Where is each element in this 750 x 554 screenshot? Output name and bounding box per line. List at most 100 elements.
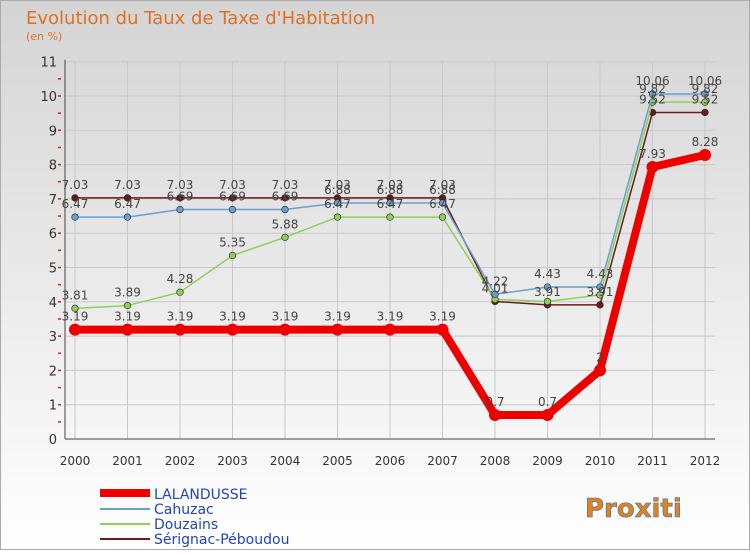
series-group (69, 90, 711, 421)
data-label-douzains-2004: 5.88 (272, 217, 299, 231)
point-lalandusse-2006 (384, 323, 396, 336)
chart-subtitle: (en %) (26, 30, 62, 43)
legend: LALANDUSSE Cahuzac Douzains Sérignac-Péb… (100, 487, 289, 548)
point-cahuzac-2010 (596, 283, 604, 291)
legend-label-douzains: Douzains (154, 517, 218, 533)
point-douzains-2000 (71, 304, 79, 312)
point-cahuzac-2007 (438, 199, 447, 207)
y-tick-label-11: 11 (40, 56, 57, 71)
data-label-s-rignac-p-boudou-2007: 7.03 (429, 178, 456, 192)
data-label-cahuzac-2002: 6.69 (167, 190, 194, 204)
data-label-s-rignac-p-boudou-2004: 7.03 (272, 178, 299, 192)
point-s-rignac-p-boudou-2012 (701, 108, 709, 117)
legend-label-cahuzac: Cahuzac (154, 502, 214, 518)
data-label-douzains-2003: 5.35 (219, 235, 246, 249)
data-label-lalandusse-2004: 3.19 (272, 310, 299, 324)
data-label-lalandusse-2011: 7.93 (639, 147, 666, 161)
x-tick-label-2001: 2001 (112, 454, 143, 468)
point-s-rignac-p-boudou-2000 (71, 194, 79, 202)
data-label-lalandusse-2005: 3.19 (324, 310, 351, 324)
point-lalandusse-2002 (174, 323, 186, 336)
x-tick-label-2011: 2011 (637, 454, 668, 468)
data-label-s-rignac-p-boudou-2001: 7.03 (114, 178, 141, 192)
y-tick-label-6: 6 (49, 227, 57, 242)
data-label-lalandusse-2001: 3.19 (114, 310, 141, 324)
point-lalandusse-2010 (594, 364, 606, 377)
point-lalandusse-2007 (436, 323, 449, 336)
y-tick-label-1: 1 (49, 399, 57, 414)
data-label-s-rignac-p-boudou-2009: 3.91 (534, 285, 561, 299)
data-label-s-rignac-p-boudou-2003: 7.03 (219, 178, 246, 192)
data-label-cahuzac-2006: 6.88 (377, 183, 404, 197)
data-label-s-rignac-p-boudou-2006: 7.03 (377, 178, 404, 192)
point-lalandusse-2005 (331, 323, 344, 336)
point-lalandusse-2009 (541, 408, 554, 421)
grid (65, 61, 715, 439)
x-tick-label-2012: 2012 (690, 454, 721, 468)
point-douzains-2003 (228, 251, 237, 260)
data-label-cahuzac-2011: 10.06 (635, 74, 669, 88)
point-cahuzac-2001 (123, 213, 132, 221)
y-tick-label-4: 4 (49, 296, 57, 311)
point-cahuzac-2002 (176, 205, 184, 214)
point-cahuzac-2000 (71, 213, 79, 221)
point-s-rignac-p-boudou-2003 (228, 194, 237, 202)
point-lalandusse-2008 (489, 408, 501, 421)
data-label-cahuzac-2012: 10.06 (688, 74, 722, 88)
point-cahuzac-2009 (543, 283, 552, 291)
data-labels: 7.03 7.03 7.03 7.03 7.03 7.03 7.03 7.03 4.01 3.91… (62, 74, 723, 409)
x-tick-label-2008: 2008 (480, 454, 511, 468)
point-cahuzac-2006 (386, 199, 394, 207)
data-label-lalandusse-2002: 3.19 (167, 310, 194, 324)
point-lalandusse-2004 (279, 323, 291, 336)
proxiti-logo: Proxiti (585, 494, 682, 524)
point-lalandusse-2000 (69, 323, 81, 336)
point-s-rignac-p-boudou-2001 (123, 194, 132, 202)
data-label-lalandusse-2003: 3.19 (219, 310, 246, 324)
x-tick-label-2000: 2000 (60, 454, 91, 468)
legend-label-lalandusse: LALANDUSSE (154, 487, 248, 503)
point-douzains-2010 (596, 291, 604, 299)
data-label-cahuzac-2004: 6.69 (272, 190, 299, 204)
point-douzains-2006 (386, 213, 394, 221)
point-s-rignac-p-boudou-2002 (176, 194, 184, 202)
data-label-cahuzac-2003: 6.69 (219, 190, 246, 204)
data-label-cahuzac-2005: 6.88 (324, 183, 351, 197)
x-tick-label-2004: 2004 (270, 454, 301, 468)
point-cahuzac-2004 (281, 205, 289, 214)
data-label-douzains-2012: 9.82 (692, 82, 719, 96)
data-label-s-rignac-p-boudou-2010: 3.91 (587, 285, 614, 299)
x-tick-label-2006: 2006 (375, 454, 406, 468)
point-lalandusse-2011 (646, 161, 659, 174)
point-cahuzac-2003 (228, 205, 237, 214)
y-tick-label-10: 10 (40, 90, 57, 105)
data-label-s-rignac-p-boudou-2008: 4.01 (482, 281, 509, 295)
y-tick-label-9: 9 (49, 124, 57, 139)
point-s-rignac-p-boudou-2004 (281, 194, 289, 202)
point-douzains-2005 (333, 213, 342, 221)
point-douzains-2012 (701, 98, 709, 106)
data-label-cahuzac-2010: 4.43 (587, 267, 614, 281)
data-label-s-rignac-p-boudou-2011: 9.52 (639, 92, 666, 106)
data-label-cahuzac-2007: 6.88 (429, 183, 456, 197)
legend-label-serignac: Sérignac-Péboudou (154, 532, 289, 548)
point-cahuzac-2005 (333, 199, 342, 207)
data-label-lalandusse-2010: 2 (596, 350, 604, 364)
point-s-rignac-p-boudou-2010 (596, 301, 604, 309)
data-label-cahuzac-2000: 6.47 (62, 197, 89, 211)
point-lalandusse-2001 (121, 323, 134, 336)
y-tick-label-3: 3 (49, 330, 57, 345)
point-lalandusse-2003 (226, 323, 239, 336)
y-tick-label-8: 8 (49, 159, 57, 174)
data-label-douzains-2007: 6.47 (429, 197, 456, 211)
data-label-cahuzac-2009: 4.43 (534, 267, 561, 281)
point-douzains-2004 (281, 233, 289, 241)
chart-title: Evolution du Taux de Taxe d'Habitation (26, 8, 375, 29)
data-label-douzains-2002: 4.28 (167, 272, 194, 286)
data-label-s-rignac-p-boudou-2012: 9.52 (692, 92, 719, 106)
data-label-s-rignac-p-boudou-2005: 7.03 (324, 178, 351, 192)
data-label-cahuzac-2001: 6.47 (114, 197, 141, 211)
data-label-lalandusse-2008: 0.7 (485, 395, 504, 409)
